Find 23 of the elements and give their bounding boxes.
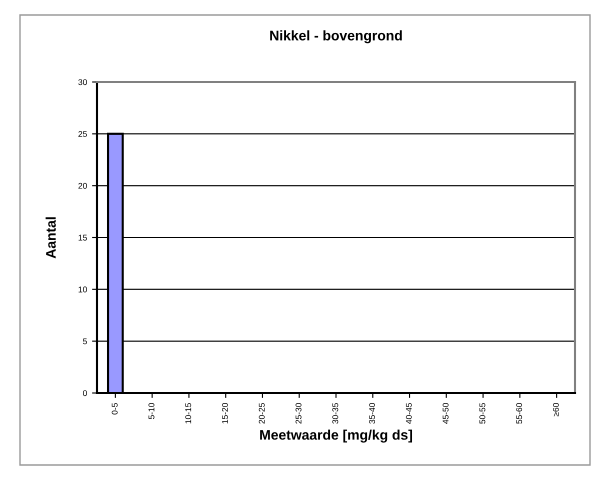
x-tick-label: 45-50 — [442, 403, 449, 424]
x-tick-label: 35-40 — [369, 403, 376, 424]
x-tick-label: ≥60 — [552, 403, 559, 416]
y-tick-label: 5 — [82, 338, 87, 344]
x-tick-label: 40-45 — [406, 403, 412, 424]
x-tick-label: 20-25 — [258, 403, 265, 424]
y-axis-title: Aantal — [46, 217, 56, 258]
chart-title: Nikkel - bovengrond — [270, 30, 402, 44]
y-tick-label: 0 — [82, 390, 87, 396]
y-tick-label: 20 — [78, 182, 87, 189]
x-tick-label: 10-15 — [185, 403, 192, 424]
y-tick-label: 15 — [78, 234, 87, 241]
x-axis-title: Meetwaarde [mg/kg ds] — [260, 430, 412, 443]
y-tick-label: 10 — [78, 286, 87, 292]
y-tick-label: 30 — [78, 79, 87, 86]
x-tick-label: 5-10 — [148, 403, 154, 420]
y-tick-label: 25 — [78, 131, 87, 137]
x-tick-label: 55-60 — [516, 403, 522, 424]
x-tick-label: 30-35 — [332, 403, 338, 424]
x-tick-label: 15-20 — [222, 403, 228, 424]
x-tick-label: 25-30 — [296, 403, 302, 424]
x-tick-label: 50-55 — [479, 403, 486, 424]
x-tick-label: 0-5 — [112, 403, 118, 414]
